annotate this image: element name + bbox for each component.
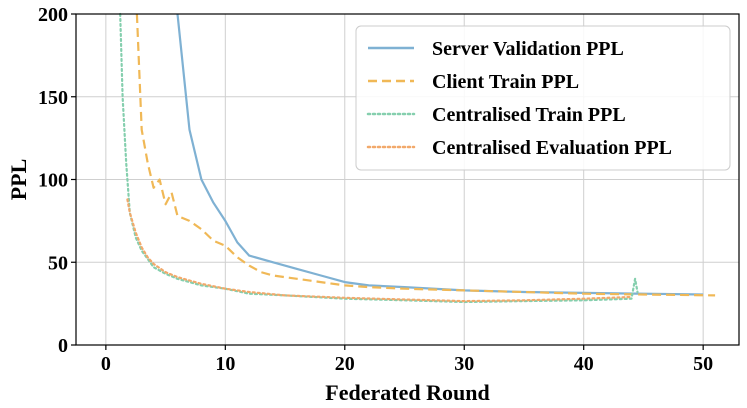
legend-label: Client Train PPL (432, 71, 579, 93)
y-axis-label: PPL (6, 159, 31, 201)
x-tick-label: 40 (574, 353, 594, 375)
x-tick-label: 0 (101, 353, 111, 375)
x-tick-label: 50 (693, 353, 713, 375)
legend-label: Centralised Evaluation PPL (432, 137, 672, 159)
y-tick-label: 50 (48, 252, 68, 274)
series-line-3 (126, 198, 633, 303)
x-tick-label: 10 (215, 353, 235, 375)
series-line-1 (135, 13, 716, 297)
series-group (119, 12, 716, 304)
legend: Server Validation PPL Client Train PPL Cen… (355, 25, 731, 171)
legend-label: Centralised Train PPL (432, 104, 626, 126)
ticks: 0 10 20 30 40 50 0 50 100 150 200 (38, 4, 713, 375)
y-tick-label: 100 (38, 170, 68, 192)
x-tick-label: 20 (335, 353, 355, 375)
y-tick-label: 200 (38, 4, 68, 26)
x-tick-label: 30 (454, 353, 474, 375)
y-tick-label: 150 (38, 87, 68, 109)
y-tick-label: 0 (58, 335, 68, 357)
legend-label: Server Validation PPL (432, 38, 624, 60)
legend-box (355, 25, 731, 171)
x-axis-label: Federated Round (325, 380, 489, 405)
